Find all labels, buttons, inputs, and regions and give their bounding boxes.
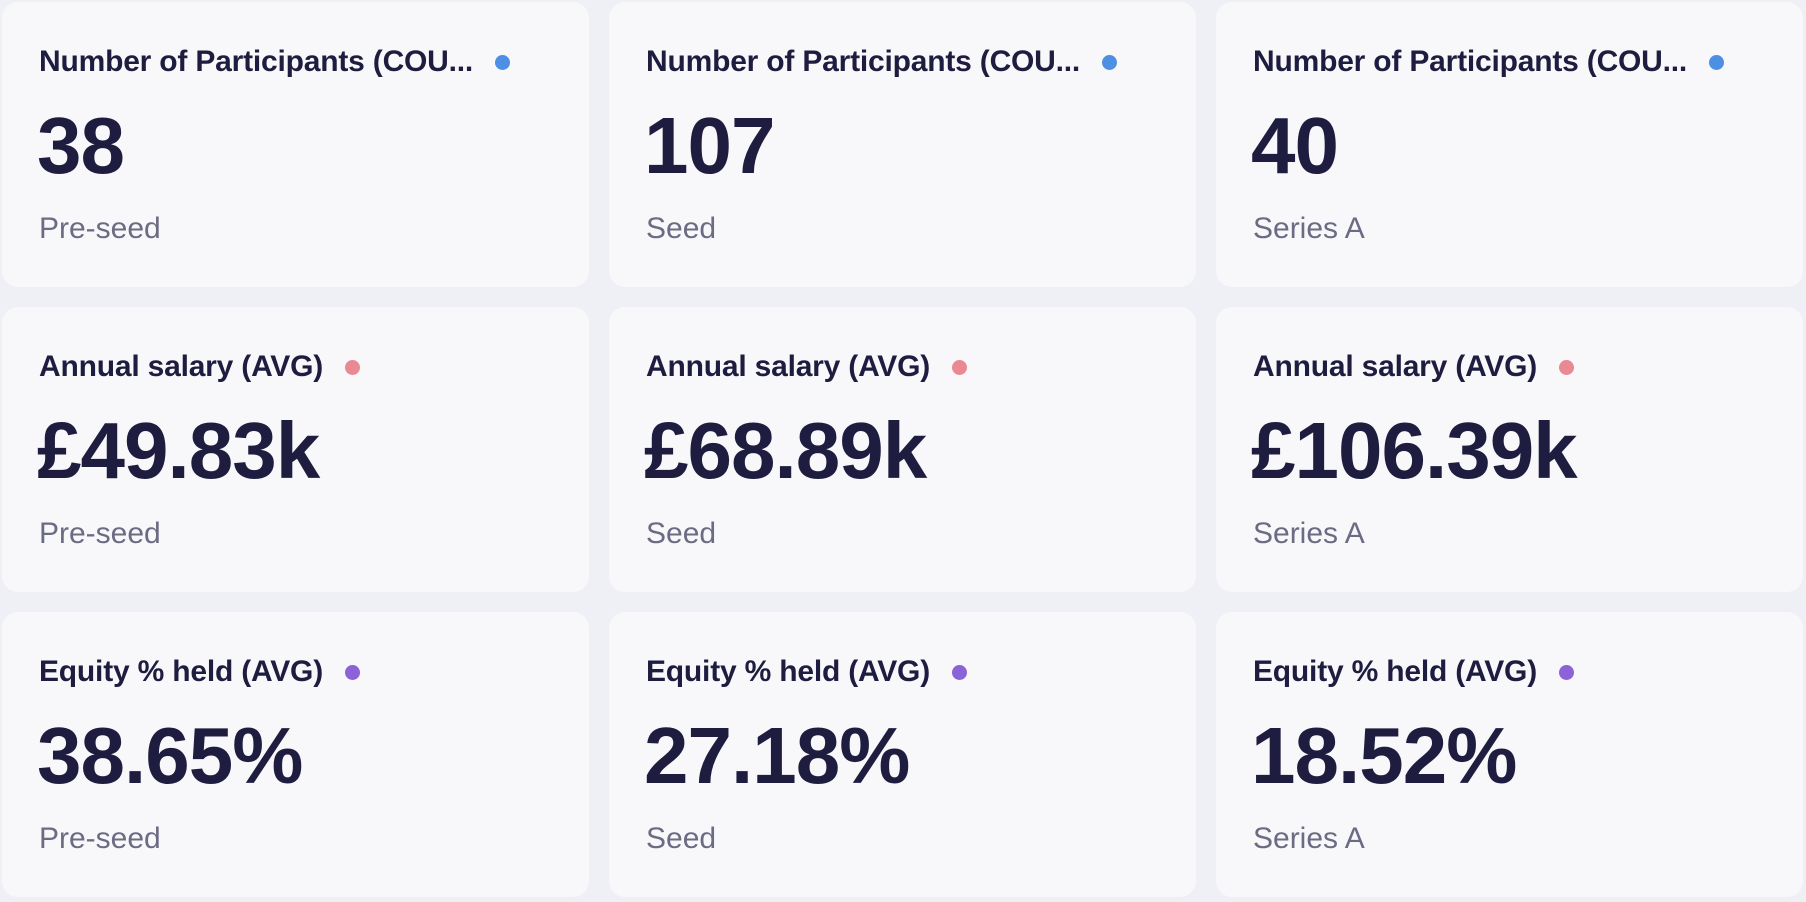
card-title: Equity % held (AVG) [646,655,930,688]
card-title: Equity % held (AVG) [39,655,323,688]
card-value: £106.39k [1251,406,1578,495]
card-subtitle: Seed [646,517,717,550]
card-subtitle: Series A [1253,517,1365,550]
series-dot-icon [495,54,511,70]
card-value: 40 [1251,101,1339,190]
card-header: Annual salary (AVG) [39,349,559,385]
card-title: Number of Participants (COU... [1253,45,1688,78]
card-subtitle: Pre-seed [39,212,161,245]
metric-card-participants-series-a[interactable]: Number of Participants (COU... 40 Series… [1216,2,1803,287]
metric-card-participants-pre-seed[interactable]: Number of Participants (COU... 38 Pre-se… [2,2,589,287]
card-header: Number of Participants (COU... [646,44,1166,80]
card-value: 107 [644,101,775,190]
card-header: Equity % held (AVG) [1253,654,1773,690]
card-header: Annual salary (AVG) [1253,349,1773,385]
series-dot-icon [1709,54,1725,70]
metric-card-equity-pre-seed[interactable]: Equity % held (AVG) 38.65% Pre-seed [2,612,589,897]
card-subtitle: Seed [646,212,717,245]
series-dot-icon [1558,664,1574,680]
card-title: Annual salary (AVG) [646,350,931,383]
card-title: Annual salary (AVG) [39,350,324,383]
metric-card-equity-series-a[interactable]: Equity % held (AVG) 18.52% Series A [1216,612,1803,897]
card-title: Number of Participants (COU... [646,45,1081,78]
card-subtitle: Pre-seed [39,822,161,855]
metric-card-participants-seed[interactable]: Number of Participants (COU... 107 Seed [609,2,1196,287]
card-title: Annual salary (AVG) [1253,350,1538,383]
series-dot-icon [345,359,361,375]
card-header: Number of Participants (COU... [1253,44,1773,80]
card-header: Number of Participants (COU... [39,44,559,80]
card-header: Equity % held (AVG) [39,654,559,690]
card-value: 27.18% [644,711,910,800]
card-value: 38 [37,101,125,190]
metric-card-equity-seed[interactable]: Equity % held (AVG) 27.18% Seed [609,612,1196,897]
card-header: Equity % held (AVG) [646,654,1166,690]
card-value: 18.52% [1251,711,1517,800]
series-dot-icon [952,359,968,375]
card-title: Number of Participants (COU... [39,45,474,78]
series-dot-icon [344,664,360,680]
card-subtitle: Pre-seed [39,517,161,550]
card-subtitle: Seed [646,822,717,855]
card-subtitle: Series A [1253,822,1365,855]
metric-card-salary-series-a[interactable]: Annual salary (AVG) £106.39k Series A [1216,307,1803,592]
card-value: £49.83k [37,406,320,495]
metric-card-salary-pre-seed[interactable]: Annual salary (AVG) £49.83k Pre-seed [2,307,589,592]
card-title: Equity % held (AVG) [1253,655,1537,688]
card-subtitle: Series A [1253,212,1365,245]
card-value: 38.65% [37,711,303,800]
card-value: £68.89k [644,406,927,495]
card-header: Annual salary (AVG) [646,349,1166,385]
series-dot-icon [1102,54,1118,70]
series-dot-icon [1559,359,1575,375]
metric-card-salary-seed[interactable]: Annual salary (AVG) £68.89k Seed [609,307,1196,592]
series-dot-icon [951,664,967,680]
